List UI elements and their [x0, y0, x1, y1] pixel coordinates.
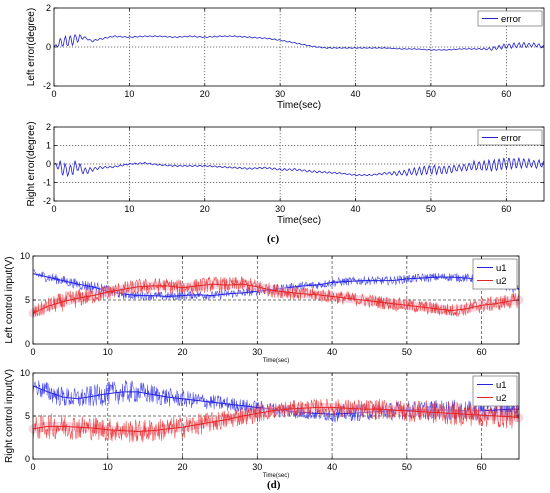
x-tick-label: 10 — [124, 89, 134, 99]
legend-label-u1: u1 — [496, 263, 507, 274]
x-tick-label: 60 — [501, 204, 511, 214]
x-tick-label: 40 — [351, 89, 361, 99]
y-tick-label: -2 — [43, 196, 51, 206]
y-axis-label: Left control input(V) — [4, 256, 15, 343]
legend-box — [477, 129, 543, 146]
x-tick-label: 40 — [327, 347, 337, 357]
y-tick-label: 0 — [25, 454, 30, 464]
y-tick-label: 1 — [46, 141, 51, 151]
y-tick-label: 5 — [25, 411, 30, 421]
x-tick-label: 20 — [200, 89, 210, 99]
legend-label-u2: u2 — [496, 393, 507, 404]
x-tick-label: 0 — [30, 347, 35, 357]
x-tick-label: 50 — [426, 89, 436, 99]
legend: error — [477, 129, 543, 146]
x-tick-label: 40 — [327, 462, 337, 472]
series-u2 — [28, 276, 524, 318]
legend-box — [472, 375, 518, 407]
x-tick-label: 20 — [178, 462, 188, 472]
series-line-u2 — [32, 276, 519, 317]
series-mean-u2 — [32, 283, 520, 314]
x-tick-label: 50 — [402, 347, 412, 357]
x-tick-label: 60 — [477, 347, 487, 357]
series-error — [53, 33, 545, 51]
chart-2: 0 10 20 30 40 50 60 -2 -1 0 1 2 Time(sec) Right error… — [26, 121, 545, 226]
x-tick-label: 0 — [51, 89, 56, 99]
x-tick-label: 10 — [103, 462, 113, 472]
caption-d: (d) — [267, 479, 281, 491]
x-axis-label: Time(sec) — [277, 100, 321, 111]
series-line-error — [53, 157, 545, 178]
legend-box — [477, 10, 543, 27]
x-tick-label: 40 — [351, 204, 361, 214]
x-axis-label: Time(sec) — [277, 215, 321, 226]
caption-c: (c) — [267, 233, 280, 245]
x-tick-label: 30 — [252, 462, 262, 472]
legend-label-error: error — [501, 14, 521, 25]
y-axis-label: Left error(degree) — [26, 8, 37, 86]
chart-4: 0 10 20 30 40 50 60 0 5 10 Time(sec) Right control … — [4, 368, 524, 479]
x-axis-label: Time(sec) — [263, 473, 289, 479]
series-error — [53, 157, 545, 178]
y-tick-label: 0 — [25, 339, 30, 349]
legend-label-u2: u2 — [496, 276, 507, 287]
x-axis-label: Time(sec) — [263, 358, 289, 364]
chart-3: 0 10 20 30 40 50 60 0 5 10 Time(sec) Left control i… — [4, 251, 524, 364]
x-tick-label: 20 — [200, 204, 210, 214]
x-tick-label: 50 — [426, 204, 436, 214]
y-tick-label: 2 — [46, 122, 51, 132]
x-tick-label: 20 — [178, 347, 188, 357]
legend-box — [472, 258, 518, 290]
y-tick-label: 5 — [25, 295, 30, 305]
plot-area — [54, 8, 544, 86]
y-tick-label: 0 — [46, 159, 51, 169]
y-axis-label: Right control input(V) — [4, 369, 15, 463]
x-tick-label: 30 — [275, 89, 285, 99]
x-tick-label: 30 — [252, 347, 262, 357]
x-tick-label: 0 — [51, 204, 56, 214]
y-tick-label: 2 — [46, 3, 51, 13]
series-line-error — [53, 33, 545, 51]
legend: error — [477, 10, 543, 27]
y-axis-label: Right error(degree) — [26, 121, 37, 206]
x-tick-label: 50 — [402, 462, 412, 472]
x-tick-label: 60 — [501, 89, 511, 99]
y-tick-label: 10 — [20, 251, 30, 261]
x-tick-label: 10 — [103, 347, 113, 357]
x-tick-label: 10 — [124, 204, 134, 214]
series-u2 — [28, 398, 524, 443]
series-mean-u2 — [32, 406, 520, 432]
y-tick-label: -2 — [43, 81, 51, 91]
x-tick-label: 30 — [275, 204, 285, 214]
series-line-u2 — [32, 398, 519, 443]
legend-label-error: error — [501, 133, 521, 144]
y-tick-label: 10 — [20, 368, 30, 378]
y-tick-label: -1 — [43, 178, 51, 188]
x-tick-label: 60 — [477, 462, 487, 472]
y-tick-label: 0 — [46, 42, 51, 52]
x-tick-label: 0 — [30, 462, 35, 472]
legend-label-u1: u1 — [496, 380, 507, 391]
plot-area — [54, 127, 544, 201]
